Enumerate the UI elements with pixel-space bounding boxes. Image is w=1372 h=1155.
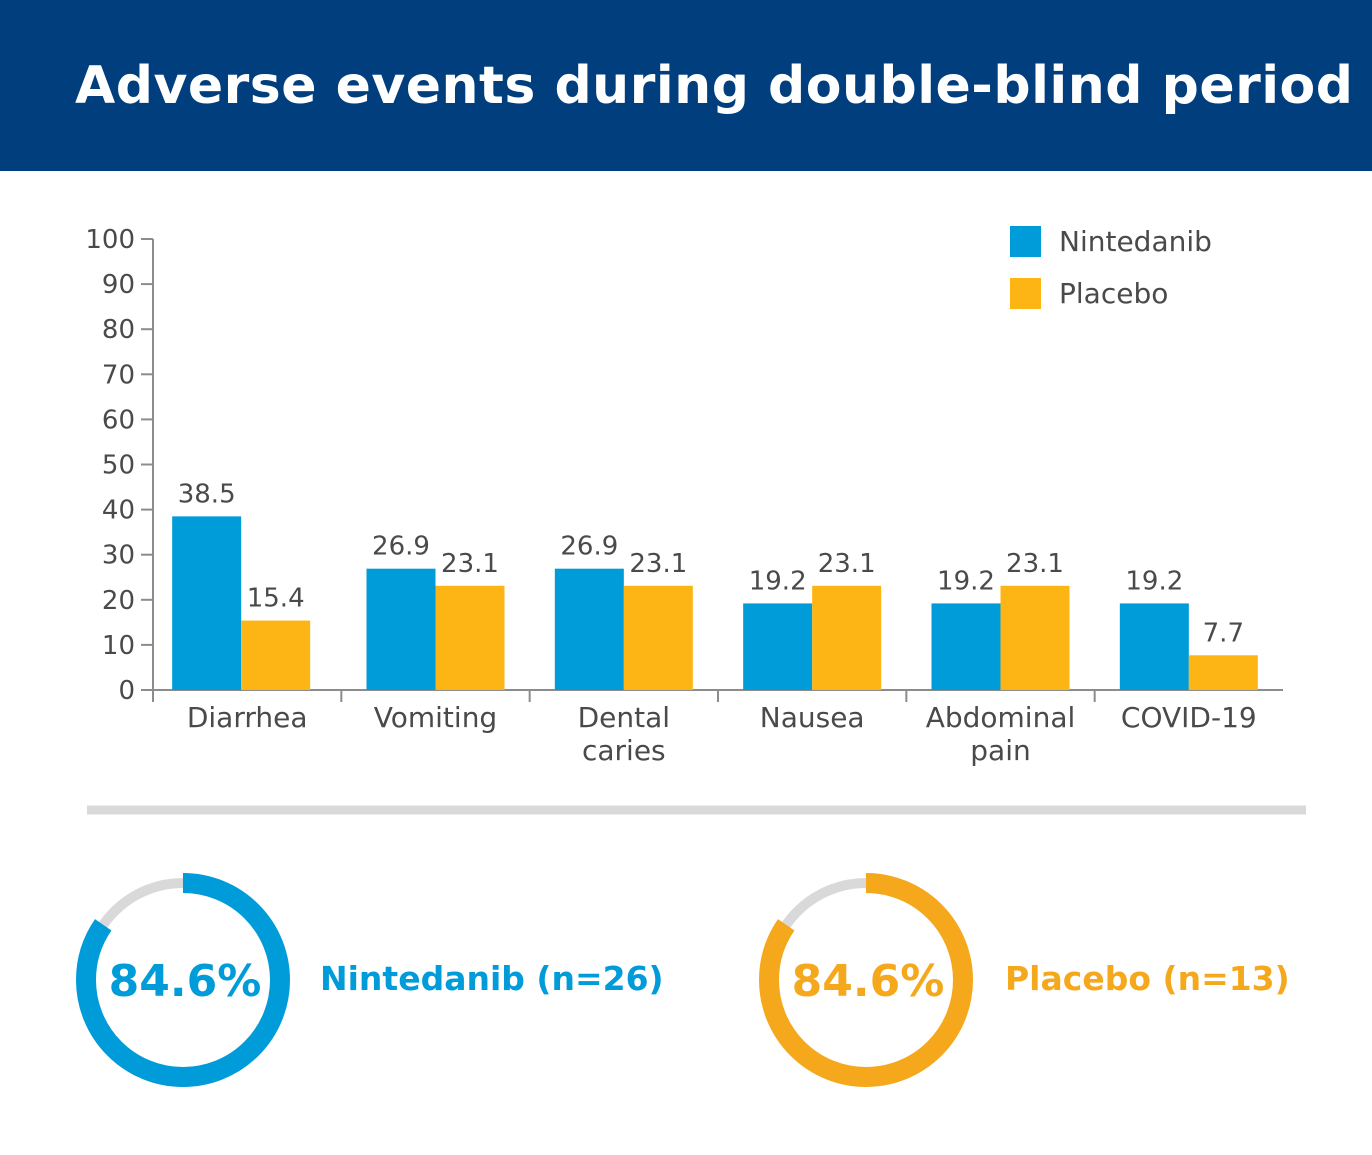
bar-placebo (1188, 655, 1258, 690)
data-label: 38.5 (178, 479, 236, 509)
chart-title: Adverse events during double-blind perio… (75, 56, 1354, 116)
data-label: 26.9 (372, 532, 430, 562)
percent-value: 84.6% (109, 956, 262, 1007)
bar-placebo (435, 585, 505, 690)
x-tick-label: Vomiting (374, 701, 497, 734)
bar-nintedanib (1119, 603, 1189, 690)
data-label: 23.1 (1006, 549, 1064, 579)
data-label: 26.9 (560, 532, 618, 562)
data-label: 19.2 (1125, 566, 1183, 596)
x-tick-label: pain (970, 734, 1030, 767)
x-tick-label: COVID-19 (1121, 701, 1257, 734)
y-tick-label: 20 (102, 586, 135, 616)
y-tick-label: 0 (118, 676, 135, 706)
data-label: 7.7 (1203, 618, 1244, 648)
data-label: 23.1 (441, 549, 499, 579)
y-tick-label: 30 (102, 541, 135, 571)
bar-nintedanib (554, 568, 624, 690)
group-label: Nintedanib (n=26) (320, 959, 664, 998)
group-label: Placebo (n=13) (1005, 959, 1290, 998)
header-banner: Adverse events during double-blind perio… (0, 0, 1372, 171)
y-tick-label: 70 (102, 360, 135, 390)
data-label: 23.1 (818, 549, 876, 579)
bar-placebo (812, 585, 882, 690)
data-label: 23.1 (629, 549, 687, 579)
data-label: 19.2 (937, 566, 995, 596)
x-tick-label: Abdominal (926, 701, 1076, 734)
x-tick-label: Nausea (760, 701, 865, 734)
legend-swatch (1010, 226, 1041, 257)
y-tick-label: 100 (85, 225, 135, 255)
bar-placebo (1000, 585, 1070, 690)
bar-nintedanib (743, 603, 813, 690)
x-tick-label: Dental (578, 701, 670, 734)
bar-nintedanib (931, 603, 1001, 690)
y-tick-label: 90 (102, 270, 135, 300)
bar-placebo (623, 585, 693, 690)
y-tick-label: 40 (102, 496, 135, 526)
bar-placebo (241, 620, 311, 690)
y-tick-label: 10 (102, 631, 135, 661)
y-tick-label: 60 (102, 405, 135, 435)
legend-label: Nintedanib (1059, 225, 1212, 258)
progress-ring (759, 873, 973, 1087)
legend-label: Placebo (1059, 277, 1168, 310)
percent-value: 84.6% (792, 956, 945, 1007)
y-tick-label: 50 (102, 451, 135, 481)
progress-ring (76, 873, 290, 1087)
data-label: 19.2 (749, 566, 807, 596)
y-tick-label: 80 (102, 315, 135, 345)
data-label: 15.4 (247, 584, 305, 614)
bar-nintedanib (366, 568, 436, 690)
x-tick-label: Diarrhea (187, 701, 308, 734)
x-tick-label: caries (582, 734, 666, 767)
legend-swatch (1010, 278, 1041, 309)
bar-nintedanib (172, 516, 242, 690)
